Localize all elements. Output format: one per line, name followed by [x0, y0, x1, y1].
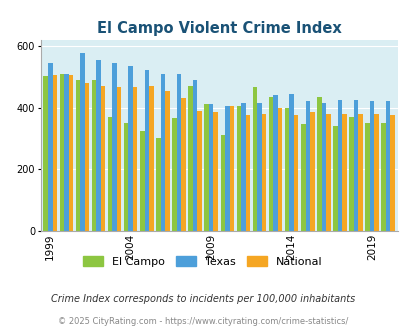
Bar	[229, 106, 233, 231]
Bar	[252, 87, 257, 231]
Bar	[80, 53, 85, 231]
Bar	[364, 123, 369, 231]
Bar	[75, 80, 80, 231]
Text: Crime Index corresponds to incidents per 100,000 inhabitants: Crime Index corresponds to incidents per…	[51, 294, 354, 304]
Bar	[160, 74, 165, 231]
Bar	[149, 86, 153, 231]
Bar	[124, 123, 128, 231]
Bar	[197, 111, 201, 231]
Bar	[204, 104, 209, 231]
Bar	[325, 114, 330, 231]
Bar	[68, 75, 73, 231]
Bar	[60, 74, 64, 231]
Bar	[117, 87, 121, 231]
Bar	[321, 103, 325, 231]
Bar	[96, 60, 100, 231]
Bar	[257, 103, 261, 231]
Legend: El Campo, Texas, National: El Campo, Texas, National	[83, 256, 322, 267]
Bar	[353, 100, 357, 231]
Bar	[192, 80, 197, 231]
Bar	[373, 114, 378, 231]
Text: © 2025 CityRating.com - https://www.cityrating.com/crime-statistics/: © 2025 CityRating.com - https://www.city…	[58, 317, 347, 326]
Bar	[85, 83, 89, 231]
Bar	[305, 101, 309, 231]
Bar	[112, 63, 117, 231]
Bar	[385, 101, 390, 231]
Bar	[64, 74, 68, 231]
Bar	[165, 90, 169, 231]
Bar	[128, 66, 133, 231]
Bar	[337, 100, 341, 231]
Bar	[213, 112, 217, 231]
Bar	[348, 117, 353, 231]
Bar	[209, 104, 213, 231]
Bar	[289, 94, 293, 231]
Bar	[241, 103, 245, 231]
Bar	[357, 114, 362, 231]
Bar	[273, 95, 277, 231]
Bar	[316, 97, 321, 231]
Bar	[92, 80, 96, 231]
Bar	[284, 108, 289, 231]
Bar	[341, 114, 346, 231]
Bar	[390, 115, 394, 231]
Bar	[333, 126, 337, 231]
Bar	[236, 106, 241, 231]
Bar	[381, 123, 385, 231]
Bar	[144, 71, 149, 231]
Title: El Campo Violent Crime Index: El Campo Violent Crime Index	[97, 21, 341, 36]
Bar	[369, 101, 373, 231]
Bar	[188, 86, 192, 231]
Bar	[176, 74, 181, 231]
Bar	[108, 117, 112, 231]
Bar	[277, 108, 281, 231]
Bar	[261, 114, 266, 231]
Bar	[172, 118, 176, 231]
Bar	[48, 63, 52, 231]
Bar	[181, 98, 185, 231]
Bar	[52, 75, 57, 231]
Bar	[140, 131, 144, 231]
Bar	[220, 135, 224, 231]
Bar	[100, 86, 105, 231]
Bar	[268, 97, 273, 231]
Bar	[309, 112, 314, 231]
Bar	[156, 138, 160, 231]
Bar	[133, 87, 137, 231]
Bar	[245, 115, 249, 231]
Bar	[300, 124, 305, 231]
Bar	[224, 106, 229, 231]
Bar	[293, 115, 298, 231]
Bar	[43, 76, 48, 231]
